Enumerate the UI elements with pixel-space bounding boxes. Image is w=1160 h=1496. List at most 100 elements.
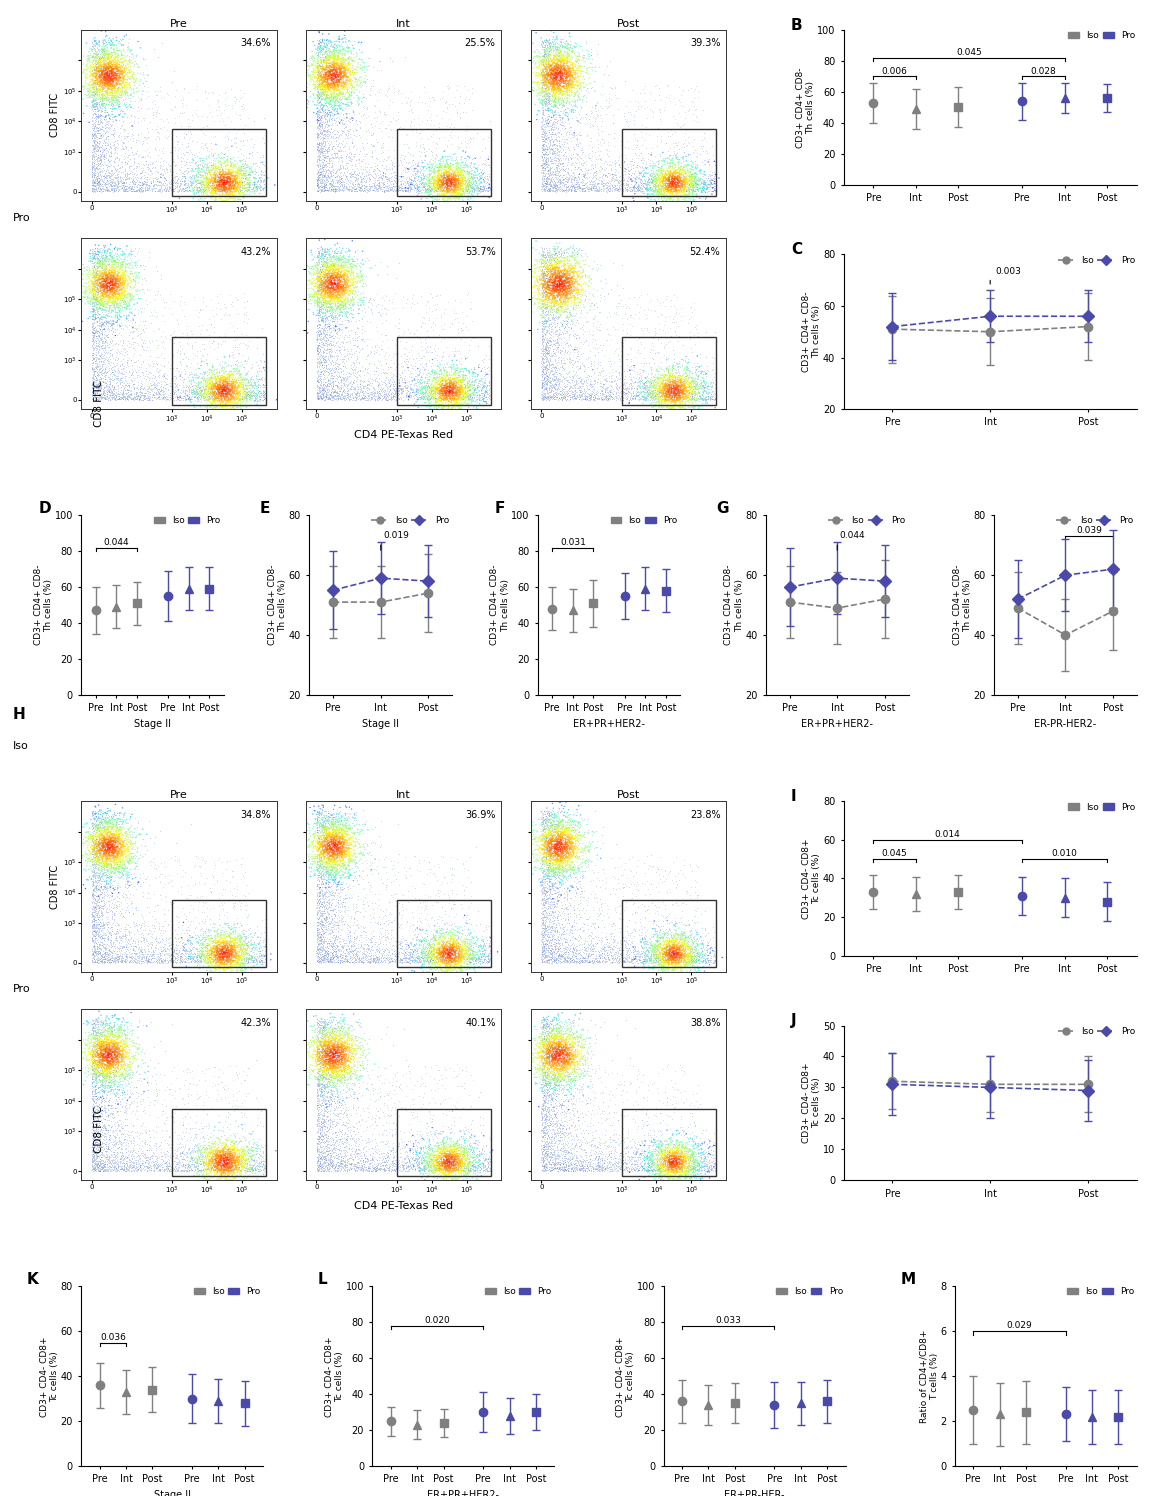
Point bbox=[332, 904, 350, 928]
Point bbox=[317, 809, 335, 833]
Point bbox=[340, 94, 358, 118]
Point bbox=[575, 932, 594, 956]
Point bbox=[324, 42, 342, 66]
Point bbox=[436, 1137, 455, 1161]
Point bbox=[375, 1141, 393, 1165]
Point bbox=[198, 1138, 217, 1162]
Point bbox=[614, 938, 632, 962]
Point bbox=[319, 803, 338, 827]
Point bbox=[322, 266, 341, 290]
Point bbox=[107, 1038, 125, 1062]
Point bbox=[317, 1032, 335, 1056]
Point bbox=[229, 165, 247, 188]
Point bbox=[93, 262, 111, 286]
Point bbox=[433, 377, 451, 401]
Point bbox=[551, 1026, 570, 1050]
Point bbox=[354, 380, 372, 404]
Point bbox=[587, 948, 606, 972]
Point bbox=[470, 174, 488, 197]
Point bbox=[358, 375, 377, 399]
Point bbox=[154, 856, 173, 880]
Point bbox=[124, 337, 143, 361]
Point bbox=[537, 73, 556, 97]
Point bbox=[111, 832, 130, 856]
Point bbox=[682, 368, 701, 392]
Point bbox=[401, 165, 420, 188]
Point bbox=[87, 1149, 106, 1173]
Point bbox=[101, 1149, 119, 1173]
Point bbox=[87, 127, 106, 151]
Point bbox=[670, 171, 689, 194]
Point bbox=[538, 857, 557, 881]
Point bbox=[419, 944, 437, 968]
Point bbox=[325, 271, 343, 295]
Point bbox=[167, 904, 186, 928]
Point bbox=[234, 1153, 253, 1177]
Point bbox=[227, 178, 246, 202]
Point bbox=[574, 919, 593, 942]
Point bbox=[539, 1035, 558, 1059]
Point bbox=[546, 1047, 565, 1071]
Point bbox=[409, 361, 428, 384]
Point bbox=[552, 172, 571, 196]
Point bbox=[110, 283, 129, 307]
Point bbox=[327, 893, 346, 917]
Point bbox=[331, 287, 349, 311]
Point bbox=[437, 165, 456, 188]
Point bbox=[567, 346, 586, 370]
Point bbox=[536, 284, 554, 308]
Point bbox=[549, 96, 567, 120]
Point bbox=[253, 931, 271, 954]
Point bbox=[549, 340, 567, 364]
Point bbox=[666, 926, 684, 950]
Point bbox=[474, 1158, 493, 1182]
Point bbox=[318, 247, 336, 271]
Point bbox=[117, 145, 136, 169]
Point bbox=[572, 151, 590, 175]
Point bbox=[465, 386, 484, 410]
Point bbox=[325, 851, 343, 875]
Point bbox=[215, 1077, 233, 1101]
Point bbox=[413, 109, 432, 133]
Point bbox=[317, 70, 335, 94]
Point bbox=[94, 380, 113, 404]
Point bbox=[429, 947, 448, 971]
Point bbox=[321, 253, 340, 277]
Point bbox=[451, 1150, 470, 1174]
Point bbox=[658, 923, 676, 947]
Point bbox=[238, 945, 256, 969]
Point bbox=[548, 1059, 566, 1083]
Point bbox=[117, 1010, 136, 1034]
Point bbox=[88, 375, 107, 399]
Point bbox=[332, 275, 350, 299]
Point bbox=[182, 121, 201, 145]
Point bbox=[96, 238, 115, 262]
Point bbox=[111, 1068, 130, 1092]
Point bbox=[225, 944, 244, 968]
Point bbox=[534, 1014, 552, 1038]
Point bbox=[648, 948, 667, 972]
Point bbox=[433, 1156, 451, 1180]
Point bbox=[535, 328, 553, 352]
Point bbox=[537, 72, 556, 96]
Point bbox=[311, 922, 329, 945]
Point bbox=[93, 85, 111, 109]
Point bbox=[445, 384, 464, 408]
Point bbox=[85, 862, 103, 886]
Point bbox=[340, 1055, 358, 1079]
Point bbox=[212, 939, 231, 963]
Point bbox=[358, 178, 377, 202]
Point bbox=[86, 76, 104, 100]
Point bbox=[92, 304, 110, 328]
Point bbox=[109, 1092, 128, 1116]
Point bbox=[107, 299, 125, 323]
Point bbox=[200, 1113, 218, 1137]
Point bbox=[114, 926, 132, 950]
Point bbox=[343, 942, 362, 966]
Point bbox=[319, 863, 338, 887]
Point bbox=[545, 1025, 564, 1049]
Point bbox=[357, 265, 376, 289]
Point bbox=[333, 54, 351, 78]
Point bbox=[110, 55, 129, 79]
Point bbox=[548, 848, 566, 872]
